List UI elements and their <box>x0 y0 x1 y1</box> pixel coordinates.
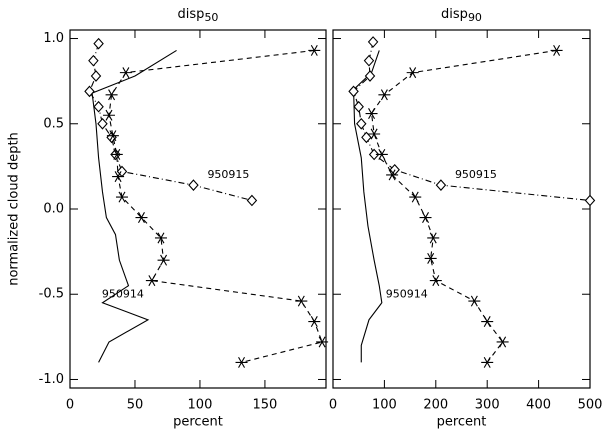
x-tick-label: 150 <box>253 398 278 413</box>
series-line <box>91 49 177 363</box>
diamond-marker <box>363 54 375 67</box>
x-tick-label: 200 <box>423 398 448 413</box>
star-marker <box>316 336 329 348</box>
star-marker <box>550 44 563 56</box>
star-marker <box>154 232 167 244</box>
series-line <box>108 49 323 363</box>
star-marker <box>110 148 123 160</box>
series-label: 950914 <box>386 288 428 301</box>
plot-frame <box>332 29 591 389</box>
y-tick-label: 0.5 <box>43 116 64 131</box>
x-tick-label: 400 <box>526 398 551 413</box>
star-marker <box>119 67 132 79</box>
star-marker <box>424 252 437 264</box>
y-tick-label: 1.0 <box>43 31 64 46</box>
star-marker <box>235 356 248 368</box>
star-marker <box>308 316 321 327</box>
x-tick-label: 100 <box>188 398 213 413</box>
star-marker <box>375 148 388 160</box>
diamond-marker <box>435 179 447 191</box>
x-tick-label: 0 <box>66 398 74 413</box>
star-marker <box>468 295 481 307</box>
y-tick-label: -0.5 <box>39 287 64 302</box>
diamond-marker <box>97 117 108 130</box>
y-tick-label: -1.0 <box>39 372 64 387</box>
diamond-marker <box>353 100 364 113</box>
diamond-marker <box>90 70 102 82</box>
star-marker <box>496 336 509 348</box>
diamond-marker <box>93 37 104 50</box>
diamond-marker <box>356 117 367 130</box>
diamond-marker <box>584 194 596 207</box>
star-marker <box>295 295 308 307</box>
series-label: 950914 <box>102 288 144 301</box>
chart-title: disp90 <box>441 7 482 25</box>
x-tick-label: 300 <box>475 398 500 413</box>
star-marker <box>481 356 494 368</box>
diamond-marker <box>368 148 380 161</box>
star-marker <box>481 316 494 327</box>
star-marker <box>308 44 321 56</box>
diamond-marker <box>367 36 379 48</box>
star-marker <box>419 212 432 223</box>
y-axis-label: normalized cloud depth <box>7 132 22 286</box>
star-marker <box>105 89 118 101</box>
star-marker <box>157 254 170 266</box>
x-tick-label: 500 <box>578 398 603 413</box>
star-marker <box>409 191 422 203</box>
star-marker <box>112 171 125 183</box>
diamond-marker <box>364 70 376 82</box>
y-tick-label: 0.0 <box>43 202 64 217</box>
diamond-marker <box>84 85 95 98</box>
star-marker <box>365 108 378 120</box>
star-marker <box>406 67 419 79</box>
star-marker <box>102 109 115 121</box>
diamond-marker <box>361 131 372 144</box>
star-marker <box>427 232 440 244</box>
diamond-marker <box>188 179 199 191</box>
x-tick-label: 0 <box>329 398 337 413</box>
diamond-marker <box>348 85 359 98</box>
star-marker <box>106 130 119 142</box>
series-label: 950915 <box>207 168 249 181</box>
title-text: disp <box>178 7 205 22</box>
diamond-marker <box>88 54 99 67</box>
x-axis-label: percent <box>437 415 487 430</box>
star-marker <box>145 275 158 287</box>
chart-title: disp50 <box>178 7 219 25</box>
plot-frame <box>69 29 327 389</box>
title-text: disp <box>441 7 468 22</box>
star-marker <box>429 275 442 287</box>
star-marker <box>386 169 399 181</box>
diamond-marker <box>246 194 258 207</box>
star-marker <box>378 89 391 101</box>
x-tick-label: 50 <box>127 398 144 413</box>
x-tick-label: 100 <box>372 398 397 413</box>
series-line <box>353 50 383 363</box>
x-axis-label: percent <box>173 415 223 430</box>
series-line <box>370 49 557 363</box>
title-subscript: 50 <box>204 11 218 24</box>
series-label: 950915 <box>455 168 497 181</box>
star-marker <box>115 191 128 203</box>
diamond-marker <box>93 100 104 113</box>
star-marker <box>368 128 381 140</box>
star-marker <box>135 212 148 223</box>
title-subscript: 90 <box>468 11 482 24</box>
series-line <box>88 43 253 202</box>
